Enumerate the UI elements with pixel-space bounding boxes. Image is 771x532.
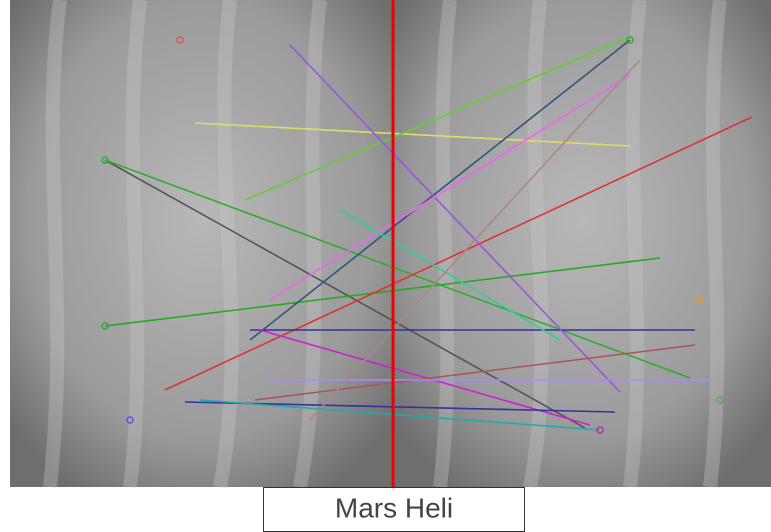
match-figure: Mars Heli bbox=[0, 0, 771, 532]
page: Mars Heli (() => { const data = JSON.par… bbox=[0, 0, 771, 532]
caption: Mars Heli bbox=[335, 492, 453, 523]
left-image bbox=[10, 0, 393, 487]
